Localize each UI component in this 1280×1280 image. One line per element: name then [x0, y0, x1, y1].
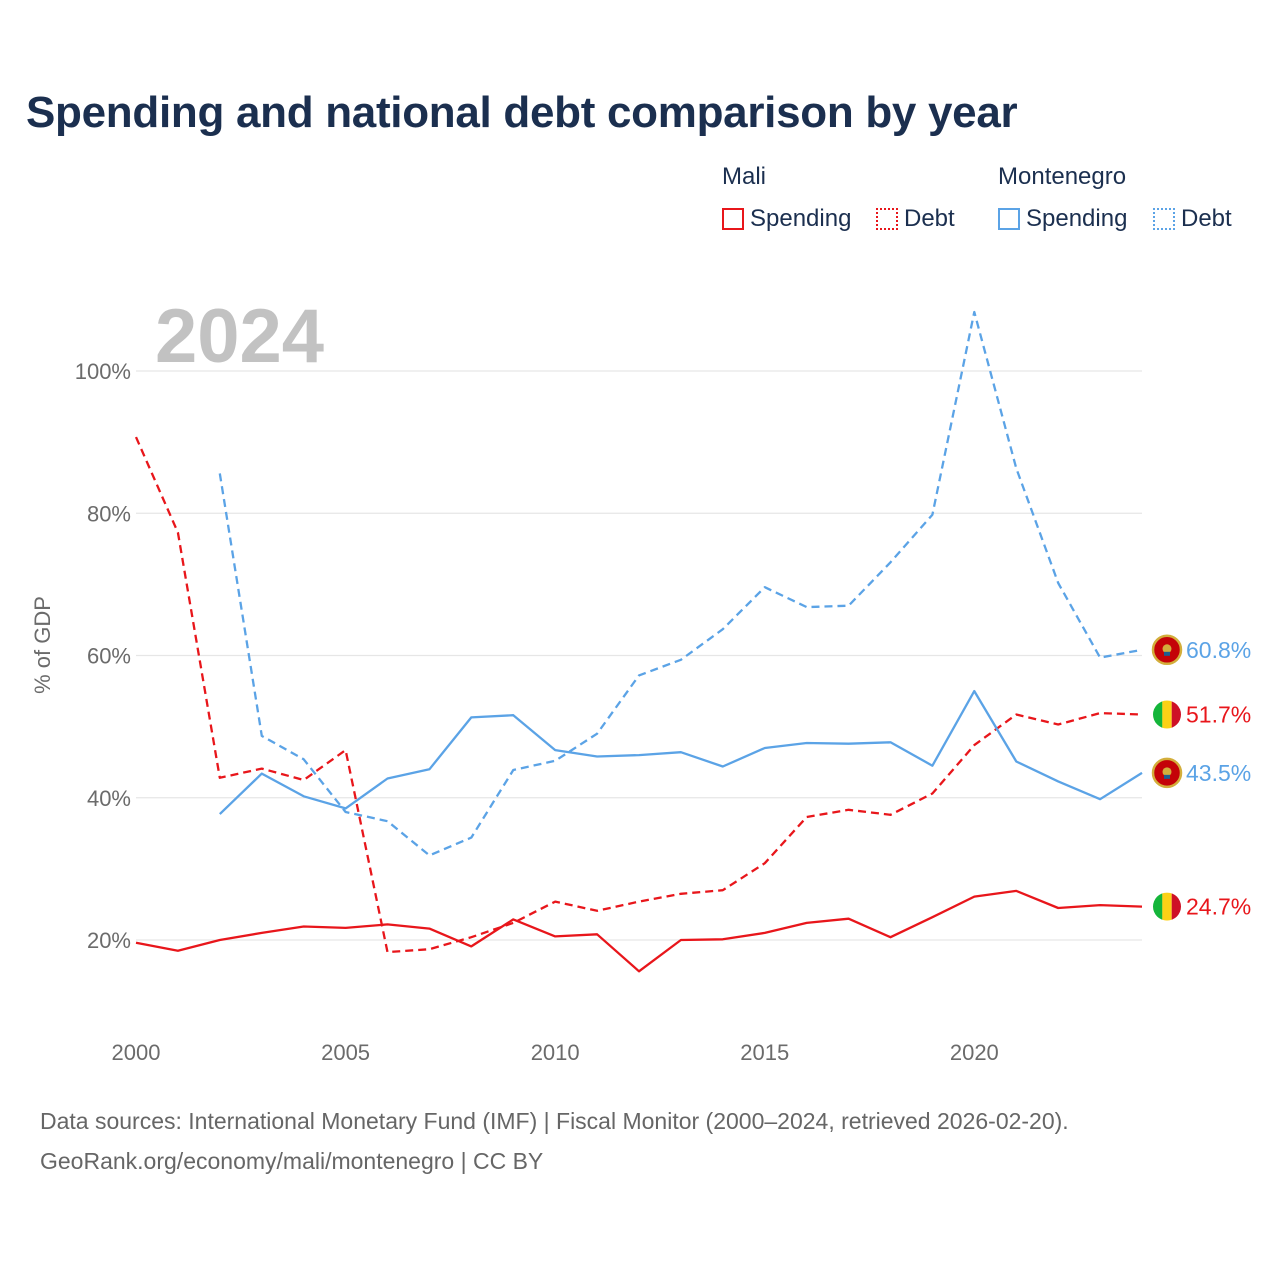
y-tick-label: 60% — [87, 644, 131, 669]
x-tick-label: 2010 — [531, 1040, 580, 1065]
x-tick-label: 2005 — [321, 1040, 370, 1065]
legend-swatch-solid-blue — [998, 208, 1020, 230]
gridlines — [136, 370, 1142, 941]
y-tick-label: 100% — [75, 359, 131, 384]
legend-label: Debt — [1181, 205, 1232, 232]
y-tick-labels: 20% 40% 60% 80% 100% — [75, 359, 131, 953]
series-lines — [134, 310, 1143, 973]
legend-swatch-solid-red — [722, 208, 744, 230]
mali-flag-icon — [1153, 892, 1181, 921]
legend-label: Spending — [750, 205, 852, 232]
legend-group-montenegro: Montenegro — [998, 163, 1127, 190]
x-tick-label: 2020 — [950, 1040, 999, 1065]
y-tick-label: 80% — [87, 501, 131, 526]
legend-label: Debt — [904, 205, 955, 232]
series-line-mali-spending[interactable] — [135, 889, 1143, 973]
x-tick-label: 2000 — [112, 1040, 161, 1065]
montenegro-flag-icon — [1151, 634, 1183, 666]
legend-label: Spending — [1026, 205, 1128, 232]
year-watermark: 2024 — [155, 294, 324, 379]
montenegro-flag-icon — [1151, 757, 1183, 789]
end-labels: 24.7% 51.7% 43.5% 60.8% — [1151, 634, 1251, 921]
legend-item-montenegro-spending[interactable]: Spending — [998, 205, 1127, 233]
series-line-montenegro-debt[interactable] — [218, 310, 1143, 857]
end-value-label: 51.7% — [1186, 702, 1251, 728]
legend-item-montenegro-debt[interactable]: Debt — [1153, 205, 1232, 233]
end-value-label: 24.7% — [1186, 894, 1251, 920]
footer-sources: Data sources: International Monetary Fun… — [40, 1108, 1069, 1134]
mali-flag-icon — [1153, 700, 1181, 729]
chart-title: Spending and national debt comparison by… — [26, 88, 1018, 137]
chart-area: 2024 % of GDP 20%40%60%80%100% 2000 2005 2… — [30, 294, 1251, 1065]
y-tick-label: 40% — [87, 786, 131, 811]
y-axis-label: % of GDP — [30, 596, 55, 694]
legend-item-mali-debt[interactable]: Debt — [876, 205, 955, 233]
legend-swatch-dotted-blue — [1153, 208, 1175, 230]
legend-group-mali: Mali — [722, 163, 767, 190]
series-line-montenegro-spending[interactable] — [219, 689, 1143, 815]
end-value-label: 43.5% — [1186, 760, 1251, 786]
series-line-mali-debt[interactable] — [134, 436, 1143, 954]
y-tick-label: 20% — [87, 928, 131, 953]
legend-item-mali-spending[interactable]: Spending — [722, 205, 851, 233]
x-tick-label: 2015 — [740, 1040, 789, 1065]
legend-swatch-dotted-red — [876, 208, 898, 230]
end-value-label: 60.8% — [1186, 637, 1251, 663]
x-tick-labels: 2000 2005 2010 2015 2020 — [112, 1040, 999, 1065]
footer-credit: GeoRank.org/economy/mali/montenegro | CC… — [40, 1148, 544, 1174]
